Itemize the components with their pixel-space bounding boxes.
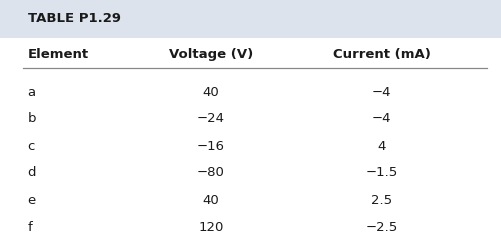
Text: 120: 120 xyxy=(198,221,223,233)
Text: 2.5: 2.5 xyxy=(370,193,391,206)
Text: −2.5: −2.5 xyxy=(365,221,397,233)
Text: c: c xyxy=(28,140,35,152)
Text: −4: −4 xyxy=(371,85,390,99)
Text: 4: 4 xyxy=(377,140,385,152)
Text: f: f xyxy=(28,221,32,233)
Text: a: a xyxy=(28,85,36,99)
Text: d: d xyxy=(28,166,36,180)
Text: Voltage (V): Voltage (V) xyxy=(168,47,253,61)
Text: TABLE P1.29: TABLE P1.29 xyxy=(28,13,120,25)
Text: 40: 40 xyxy=(202,85,219,99)
Text: 40: 40 xyxy=(202,193,219,206)
Text: −24: −24 xyxy=(196,112,224,125)
Text: Element: Element xyxy=(28,47,89,61)
Text: b: b xyxy=(28,112,36,125)
Text: −80: −80 xyxy=(196,166,224,180)
Text: −4: −4 xyxy=(371,112,390,125)
Text: −1.5: −1.5 xyxy=(365,166,397,180)
Text: Current (mA): Current (mA) xyxy=(332,47,429,61)
Text: −16: −16 xyxy=(196,140,224,152)
Text: e: e xyxy=(28,193,36,206)
